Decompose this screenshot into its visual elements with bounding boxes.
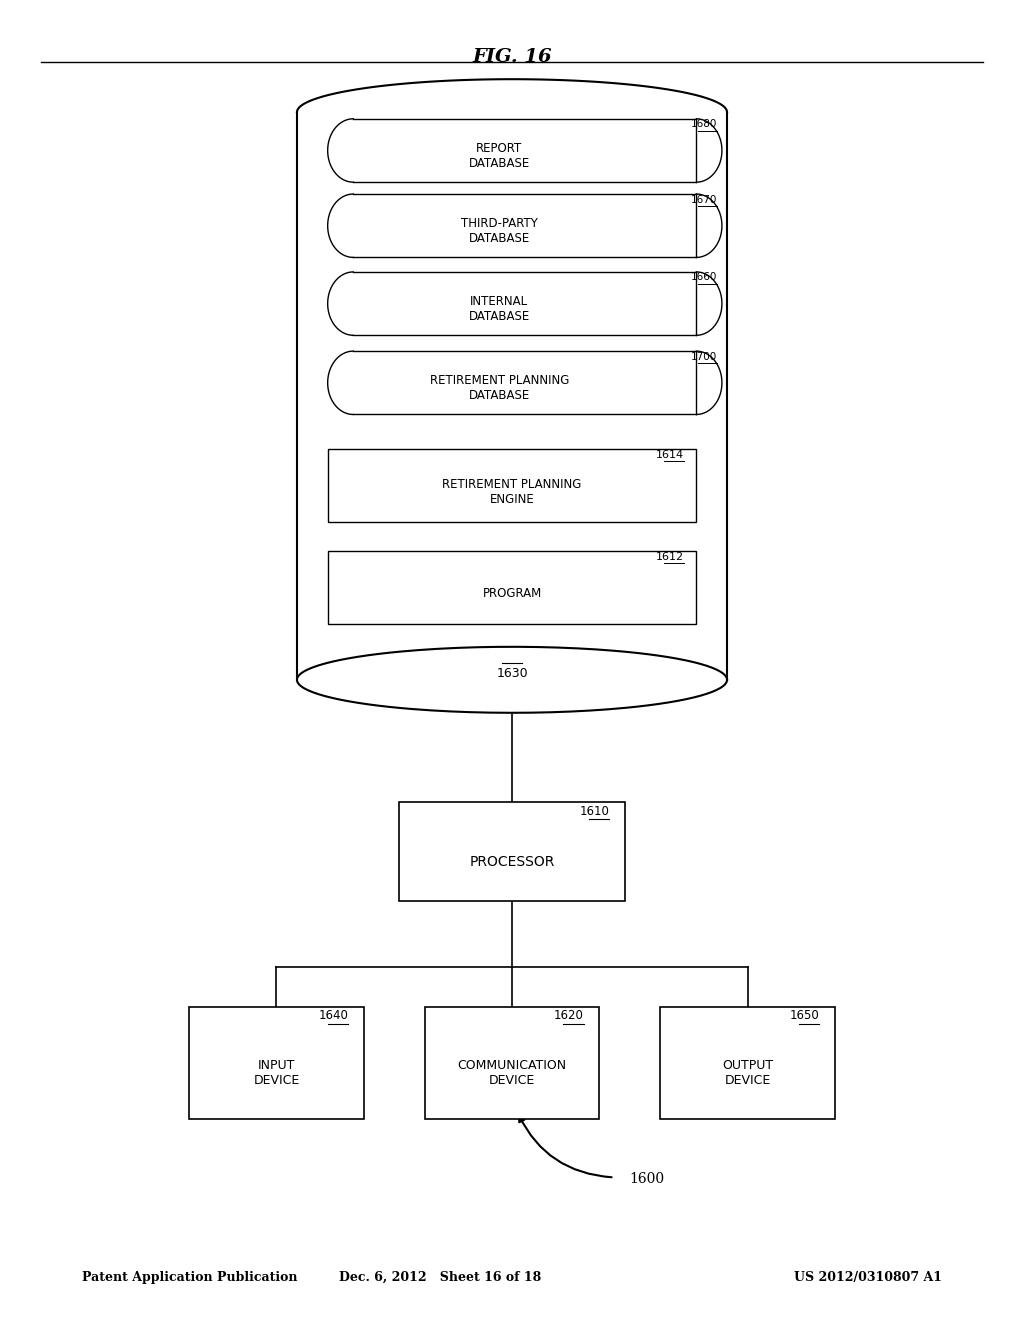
Text: 1670: 1670	[690, 194, 717, 205]
Polygon shape	[328, 119, 379, 182]
Text: OUTPUT
DEVICE: OUTPUT DEVICE	[722, 1059, 773, 1088]
Text: 1630: 1630	[497, 667, 527, 680]
Text: RETIREMENT PLANNING
DATABASE: RETIREMENT PLANNING DATABASE	[429, 374, 569, 403]
Text: 1650: 1650	[790, 1010, 819, 1022]
Text: US 2012/0310807 A1: US 2012/0310807 A1	[794, 1271, 942, 1284]
Text: Patent Application Publication: Patent Application Publication	[82, 1271, 297, 1284]
Text: 1660: 1660	[690, 272, 717, 282]
Text: INTERNAL
DATABASE: INTERNAL DATABASE	[469, 294, 529, 323]
Polygon shape	[671, 119, 722, 182]
Text: 1640: 1640	[318, 1010, 348, 1022]
Text: INPUT
DEVICE: INPUT DEVICE	[253, 1059, 300, 1088]
Bar	[189, 1006, 364, 1119]
Bar	[353, 119, 696, 182]
Text: THIRD-PARTY
DATABASE: THIRD-PARTY DATABASE	[461, 216, 538, 246]
Bar	[425, 1006, 599, 1119]
Text: 1612: 1612	[656, 552, 684, 562]
Text: FIG. 16: FIG. 16	[472, 48, 552, 66]
Polygon shape	[328, 194, 379, 257]
Text: PROGRAM: PROGRAM	[482, 587, 542, 601]
Polygon shape	[671, 194, 722, 257]
Text: 1600: 1600	[630, 1172, 665, 1185]
Bar	[353, 194, 696, 257]
Bar	[297, 112, 727, 680]
Text: 1614: 1614	[656, 450, 684, 461]
Text: 1700: 1700	[690, 351, 717, 362]
Polygon shape	[671, 351, 722, 414]
Bar	[353, 194, 696, 257]
Bar	[353, 119, 696, 182]
Polygon shape	[328, 351, 379, 414]
Polygon shape	[297, 647, 727, 713]
Polygon shape	[696, 351, 722, 414]
Bar	[660, 1006, 835, 1119]
Polygon shape	[671, 272, 722, 335]
Text: 1610: 1610	[580, 805, 609, 818]
Polygon shape	[328, 272, 379, 335]
Bar	[328, 552, 696, 623]
Text: RETIREMENT PLANNING
ENGINE: RETIREMENT PLANNING ENGINE	[442, 478, 582, 507]
Text: PROCESSOR: PROCESSOR	[469, 855, 555, 869]
Bar	[353, 351, 696, 414]
Text: Dec. 6, 2012   Sheet 16 of 18: Dec. 6, 2012 Sheet 16 of 18	[339, 1271, 542, 1284]
Text: COMMUNICATION
DEVICE: COMMUNICATION DEVICE	[458, 1059, 566, 1088]
Text: 1620: 1620	[554, 1010, 584, 1022]
Bar	[353, 272, 696, 335]
Bar	[353, 272, 696, 335]
Polygon shape	[696, 272, 722, 335]
Polygon shape	[696, 194, 722, 257]
Bar	[328, 449, 696, 521]
Bar	[353, 351, 696, 414]
Bar	[399, 801, 625, 900]
Text: REPORT
DATABASE: REPORT DATABASE	[469, 141, 529, 170]
Text: 1680: 1680	[690, 119, 717, 129]
Polygon shape	[696, 119, 722, 182]
